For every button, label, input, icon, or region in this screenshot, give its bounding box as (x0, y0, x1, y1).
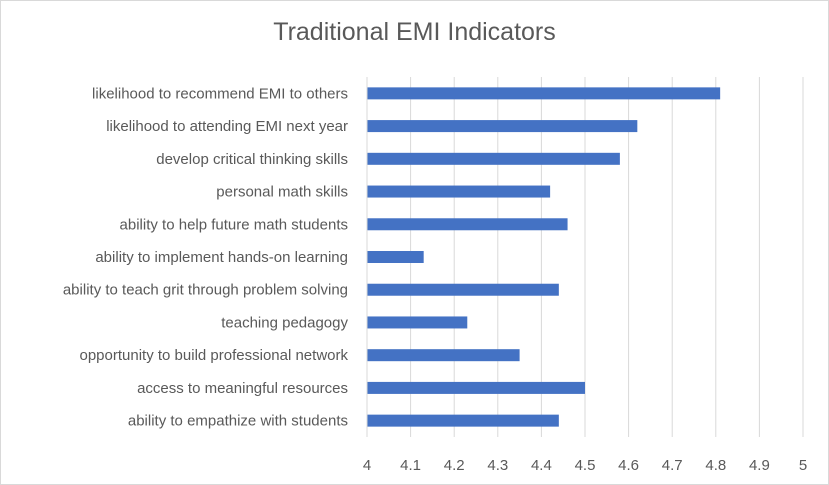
x-tick-label: 4.2 (444, 457, 465, 474)
x-tick-label: 4.3 (487, 457, 508, 474)
category-label: ability to teach grit through problem so… (63, 282, 348, 299)
x-tick-label: 5 (799, 457, 807, 474)
bar (367, 152, 620, 165)
x-tick-label: 4.9 (749, 457, 770, 474)
bar (367, 283, 559, 296)
chart-title: Traditional EMI Indicators (273, 18, 556, 46)
bar (367, 414, 559, 427)
category-label: ability to help future math students (120, 216, 348, 233)
bar (367, 185, 551, 198)
x-tick-label: 4.1 (400, 457, 421, 474)
x-tick-label: 4 (363, 457, 371, 474)
category-label: personal math skills (216, 184, 348, 201)
bars (367, 87, 721, 427)
bar (367, 218, 568, 231)
x-tick-label: 4.6 (618, 457, 639, 474)
category-labels: likelihood to recommend EMI to others lik… (63, 85, 349, 429)
category-label: access to meaningful resources (137, 380, 348, 397)
category-label: ability to implement hands-on learning (95, 249, 348, 266)
x-tick-label: 4.8 (705, 457, 726, 474)
x-tick-label: 4.5 (575, 457, 596, 474)
category-label: opportunity to build professional networ… (80, 347, 349, 364)
x-tick-labels: 4 4.1 4.2 4.3 4.4 4.5 4.6 4.7 4.8 4.9 5 (363, 457, 807, 474)
category-label: likelihood to recommend EMI to others (92, 85, 348, 102)
category-label: likelihood to attending EMI next year (106, 118, 348, 135)
bar (367, 349, 520, 362)
category-label: ability to empathize with students (128, 413, 348, 430)
x-tick-label: 4.4 (531, 457, 552, 474)
x-tick-label: 4.7 (662, 457, 683, 474)
category-label: develop critical thinking skills (156, 151, 348, 168)
bar (367, 251, 424, 263)
gridlines (410, 77, 804, 437)
bar (367, 87, 721, 100)
category-label: teaching pedagogy (221, 314, 348, 331)
bar (367, 316, 468, 329)
bar (367, 381, 585, 394)
bar (367, 120, 638, 133)
